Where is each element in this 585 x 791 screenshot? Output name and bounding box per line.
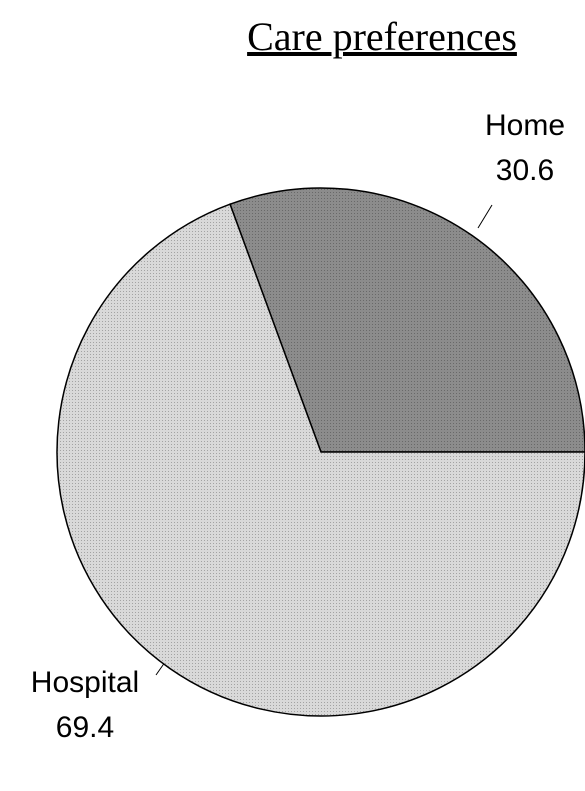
slice-value: 69.4 [56, 711, 114, 744]
slice-label: Hospital [31, 666, 139, 699]
slice-label: Home [485, 109, 565, 142]
slice-texture [57, 204, 585, 717]
slice-value: 30.6 [496, 154, 554, 187]
leader-line [477, 204, 493, 229]
slice-texture [230, 188, 585, 452]
chart-title: Care preferences [247, 14, 517, 59]
